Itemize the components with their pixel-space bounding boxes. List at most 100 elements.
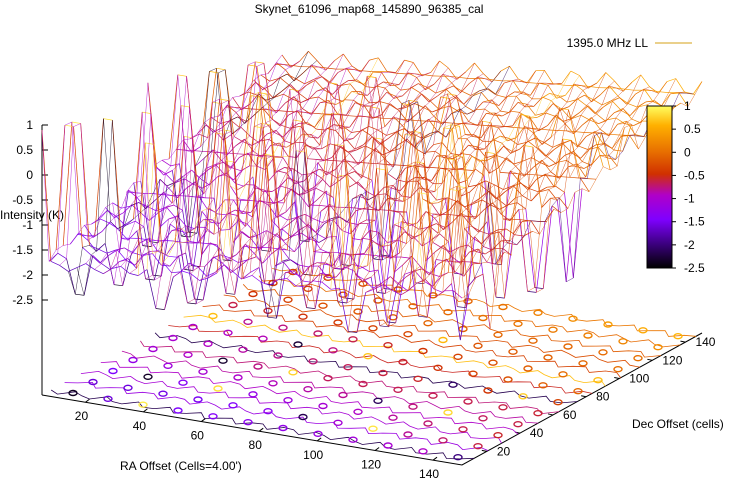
surface-line [360, 91, 370, 104]
contour-blob [418, 347, 428, 355]
surface-line [577, 98, 587, 106]
colorbar-tick-label: -1.5 [684, 215, 705, 229]
surface-line [540, 162, 550, 167]
contour-blob [363, 353, 373, 360]
contour-blob [183, 351, 193, 358]
surface-line [98, 248, 108, 254]
y-tick-mark [581, 395, 587, 398]
contour-blob [323, 375, 333, 382]
contour-blob [603, 321, 613, 328]
surface-line [71, 121, 81, 124]
surface-line [466, 138, 476, 150]
surface-line [512, 113, 522, 127]
surface-line [319, 205, 329, 207]
surface-line [231, 167, 241, 172]
surface-line [152, 274, 162, 277]
contour-blob [158, 390, 168, 397]
surface-line [122, 253, 132, 286]
contour-blob [273, 352, 283, 359]
surface-line [468, 144, 478, 148]
surface-line [248, 91, 258, 96]
surface-line [173, 62, 414, 304]
contour-blob [498, 303, 508, 311]
contour-blob [318, 402, 328, 410]
surface-line [169, 223, 180, 232]
surface-line [517, 102, 527, 105]
surface-line [423, 107, 433, 113]
surface-line [412, 93, 422, 103]
surface-line [75, 293, 85, 296]
contour-blob [248, 391, 258, 398]
surface-line [286, 73, 296, 80]
surface-line [541, 159, 551, 173]
surface-line [458, 76, 468, 79]
surface-line [465, 62, 475, 73]
surface-line [373, 258, 383, 261]
surface-line [328, 174, 339, 275]
contour-blob [333, 419, 343, 426]
surface-line [187, 302, 197, 305]
surface-line [311, 236, 321, 250]
surface-line [188, 231, 198, 234]
surface-line [268, 139, 278, 146]
surface-line [631, 118, 641, 124]
surface-line [433, 288, 443, 293]
surface-line [288, 84, 298, 93]
surface-line [337, 174, 347, 177]
surface-line [547, 156, 557, 164]
surface-line [440, 189, 451, 277]
contour-blob [253, 363, 263, 370]
contour-blob [138, 401, 148, 408]
surface-line [409, 192, 419, 290]
surface-line [401, 195, 411, 198]
surface-line [381, 276, 391, 284]
surface-line [435, 89, 445, 94]
surface-line [41, 54, 283, 263]
surface-line [368, 126, 378, 131]
surface-line [289, 88, 299, 91]
surface-line [508, 202, 518, 206]
surface-line [112, 202, 122, 209]
surface-line [486, 261, 496, 265]
surface-line [315, 187, 325, 193]
surface-line [280, 185, 290, 190]
surface-line [306, 307, 316, 309]
surface-line [305, 186, 315, 192]
surface-line [326, 128, 336, 131]
contour-blob [458, 426, 468, 433]
surface-line [447, 93, 457, 96]
surface-line [527, 291, 537, 293]
surface-line [261, 122, 271, 126]
surface-line [418, 315, 428, 318]
surface-line [362, 70, 372, 72]
surface-line [269, 109, 279, 111]
surface-line [136, 197, 147, 209]
y-tick-label: 120 [662, 353, 682, 367]
contour-blob [573, 388, 583, 395]
surface-line [238, 259, 247, 263]
surface-line [217, 172, 227, 177]
surface-line [277, 170, 287, 174]
contour-blob [488, 359, 498, 366]
surface-line [166, 242, 176, 256]
surface-line [449, 98, 459, 139]
surface-line [585, 135, 595, 178]
surface-line [334, 143, 344, 147]
surface-line [418, 88, 659, 298]
surface-line [163, 192, 173, 204]
contour-blob [438, 437, 448, 444]
z-tick-label: 1 [26, 118, 33, 132]
surface-line [435, 78, 677, 298]
surface-line [463, 263, 473, 277]
surface-line [552, 143, 562, 148]
surface-line [274, 261, 284, 267]
contour-blob [313, 430, 323, 437]
surface-line [542, 96, 552, 102]
surface-line [448, 170, 459, 184]
surface-line [234, 106, 244, 109]
surface-line [477, 146, 487, 158]
contour-blob [433, 364, 443, 371]
surface-line [314, 147, 324, 162]
surface-line [262, 253, 272, 264]
surface-line [222, 259, 232, 262]
